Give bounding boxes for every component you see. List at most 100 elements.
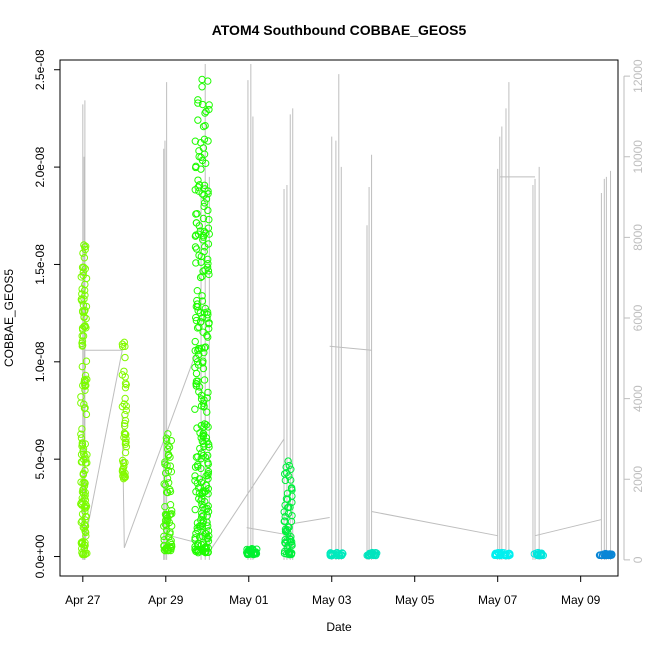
data-point bbox=[81, 291, 89, 299]
y-tick-label-left: 0.0e+00 bbox=[33, 534, 47, 578]
data-point bbox=[204, 260, 212, 268]
data-point bbox=[199, 429, 207, 438]
data-point bbox=[79, 271, 87, 280]
data-point bbox=[164, 450, 173, 459]
data-point bbox=[204, 440, 213, 449]
data-point bbox=[79, 249, 87, 257]
data-point bbox=[194, 484, 203, 492]
data-point bbox=[122, 380, 130, 389]
data-point bbox=[197, 497, 205, 505]
data-point bbox=[80, 404, 89, 412]
data-point bbox=[118, 456, 127, 465]
data-point bbox=[193, 545, 202, 554]
x-tick-label: May 05 bbox=[395, 593, 435, 607]
data-point bbox=[282, 526, 290, 535]
data-point bbox=[78, 494, 86, 502]
data-point bbox=[160, 480, 168, 488]
y-tick-label-right: 10000 bbox=[631, 140, 645, 174]
data-point bbox=[280, 517, 288, 526]
data-point bbox=[163, 474, 172, 483]
data-point bbox=[118, 466, 127, 474]
data-point bbox=[287, 517, 296, 526]
data-point bbox=[204, 460, 212, 468]
data-point bbox=[201, 304, 210, 313]
data-point bbox=[196, 227, 204, 235]
data-point bbox=[118, 342, 127, 351]
data-point bbox=[199, 357, 207, 365]
data-point bbox=[80, 450, 88, 458]
data-point bbox=[194, 176, 202, 184]
data-point bbox=[288, 540, 296, 548]
data-point bbox=[198, 190, 206, 198]
data-point bbox=[197, 478, 206, 487]
data-point bbox=[79, 308, 87, 316]
data-point bbox=[201, 453, 210, 461]
x-axis: Apr 27 Apr 29 May 01 May 03 May 05 May 07 May … bbox=[65, 575, 601, 607]
data-point bbox=[205, 324, 213, 333]
data-point bbox=[194, 96, 202, 104]
data-point bbox=[199, 399, 208, 407]
data-point bbox=[80, 295, 88, 303]
data-point bbox=[118, 371, 127, 379]
x-tick-label: Apr 29 bbox=[148, 593, 184, 607]
data-point bbox=[197, 541, 206, 549]
data-point bbox=[165, 511, 174, 519]
data-point bbox=[203, 522, 212, 530]
data-point bbox=[122, 438, 130, 446]
data-point bbox=[287, 465, 295, 473]
data-point bbox=[197, 464, 205, 473]
data-point bbox=[203, 408, 211, 416]
data-point bbox=[287, 476, 295, 484]
data-point bbox=[167, 507, 176, 515]
data-point bbox=[335, 551, 343, 559]
y-tick-label-right: 8000 bbox=[631, 224, 645, 251]
data-point bbox=[205, 443, 213, 451]
data-point bbox=[200, 423, 208, 431]
data-point bbox=[252, 548, 260, 557]
data-point bbox=[77, 478, 85, 486]
data-point bbox=[80, 400, 88, 408]
data-point bbox=[162, 526, 171, 534]
data-point bbox=[77, 273, 85, 281]
y-tick-label-left: 1.5e-08 bbox=[33, 244, 47, 285]
data-point bbox=[195, 489, 204, 498]
y-tick-label-left: 2.0e-08 bbox=[33, 146, 47, 187]
data-point bbox=[121, 430, 129, 438]
data-point bbox=[80, 241, 88, 249]
altitude-connector bbox=[208, 438, 285, 553]
data-point bbox=[192, 259, 200, 267]
data-point bbox=[204, 537, 213, 545]
data-point bbox=[195, 383, 204, 391]
data-point bbox=[81, 440, 89, 448]
data-point bbox=[162, 434, 171, 442]
y-tick-label-left: 5.0e-09 bbox=[33, 438, 47, 479]
data-point bbox=[80, 541, 88, 549]
connector-layer bbox=[82, 176, 602, 553]
data-point bbox=[78, 342, 87, 350]
data-point bbox=[197, 395, 206, 403]
data-point bbox=[118, 340, 127, 348]
data-point bbox=[192, 316, 201, 325]
data-point bbox=[200, 202, 208, 211]
data-point bbox=[121, 472, 129, 480]
data-point bbox=[164, 466, 173, 475]
y-axis-right: 0 2000 4000 6000 8000 10000 12000 bbox=[623, 59, 645, 563]
data-point bbox=[204, 471, 212, 479]
data-point bbox=[201, 243, 209, 251]
data-point bbox=[198, 532, 207, 541]
data-point bbox=[191, 476, 199, 485]
data-point bbox=[203, 451, 212, 460]
data-point bbox=[199, 233, 208, 241]
data-point bbox=[78, 458, 86, 466]
data-point bbox=[191, 505, 199, 514]
data-point bbox=[200, 348, 208, 357]
data-point bbox=[199, 512, 207, 520]
data-point bbox=[198, 297, 207, 305]
data-point bbox=[198, 83, 206, 91]
data-point bbox=[193, 424, 201, 432]
data-point bbox=[199, 451, 207, 460]
data-point bbox=[79, 469, 88, 477]
data-point bbox=[192, 546, 201, 555]
data-point bbox=[79, 485, 88, 493]
data-point bbox=[601, 549, 610, 558]
